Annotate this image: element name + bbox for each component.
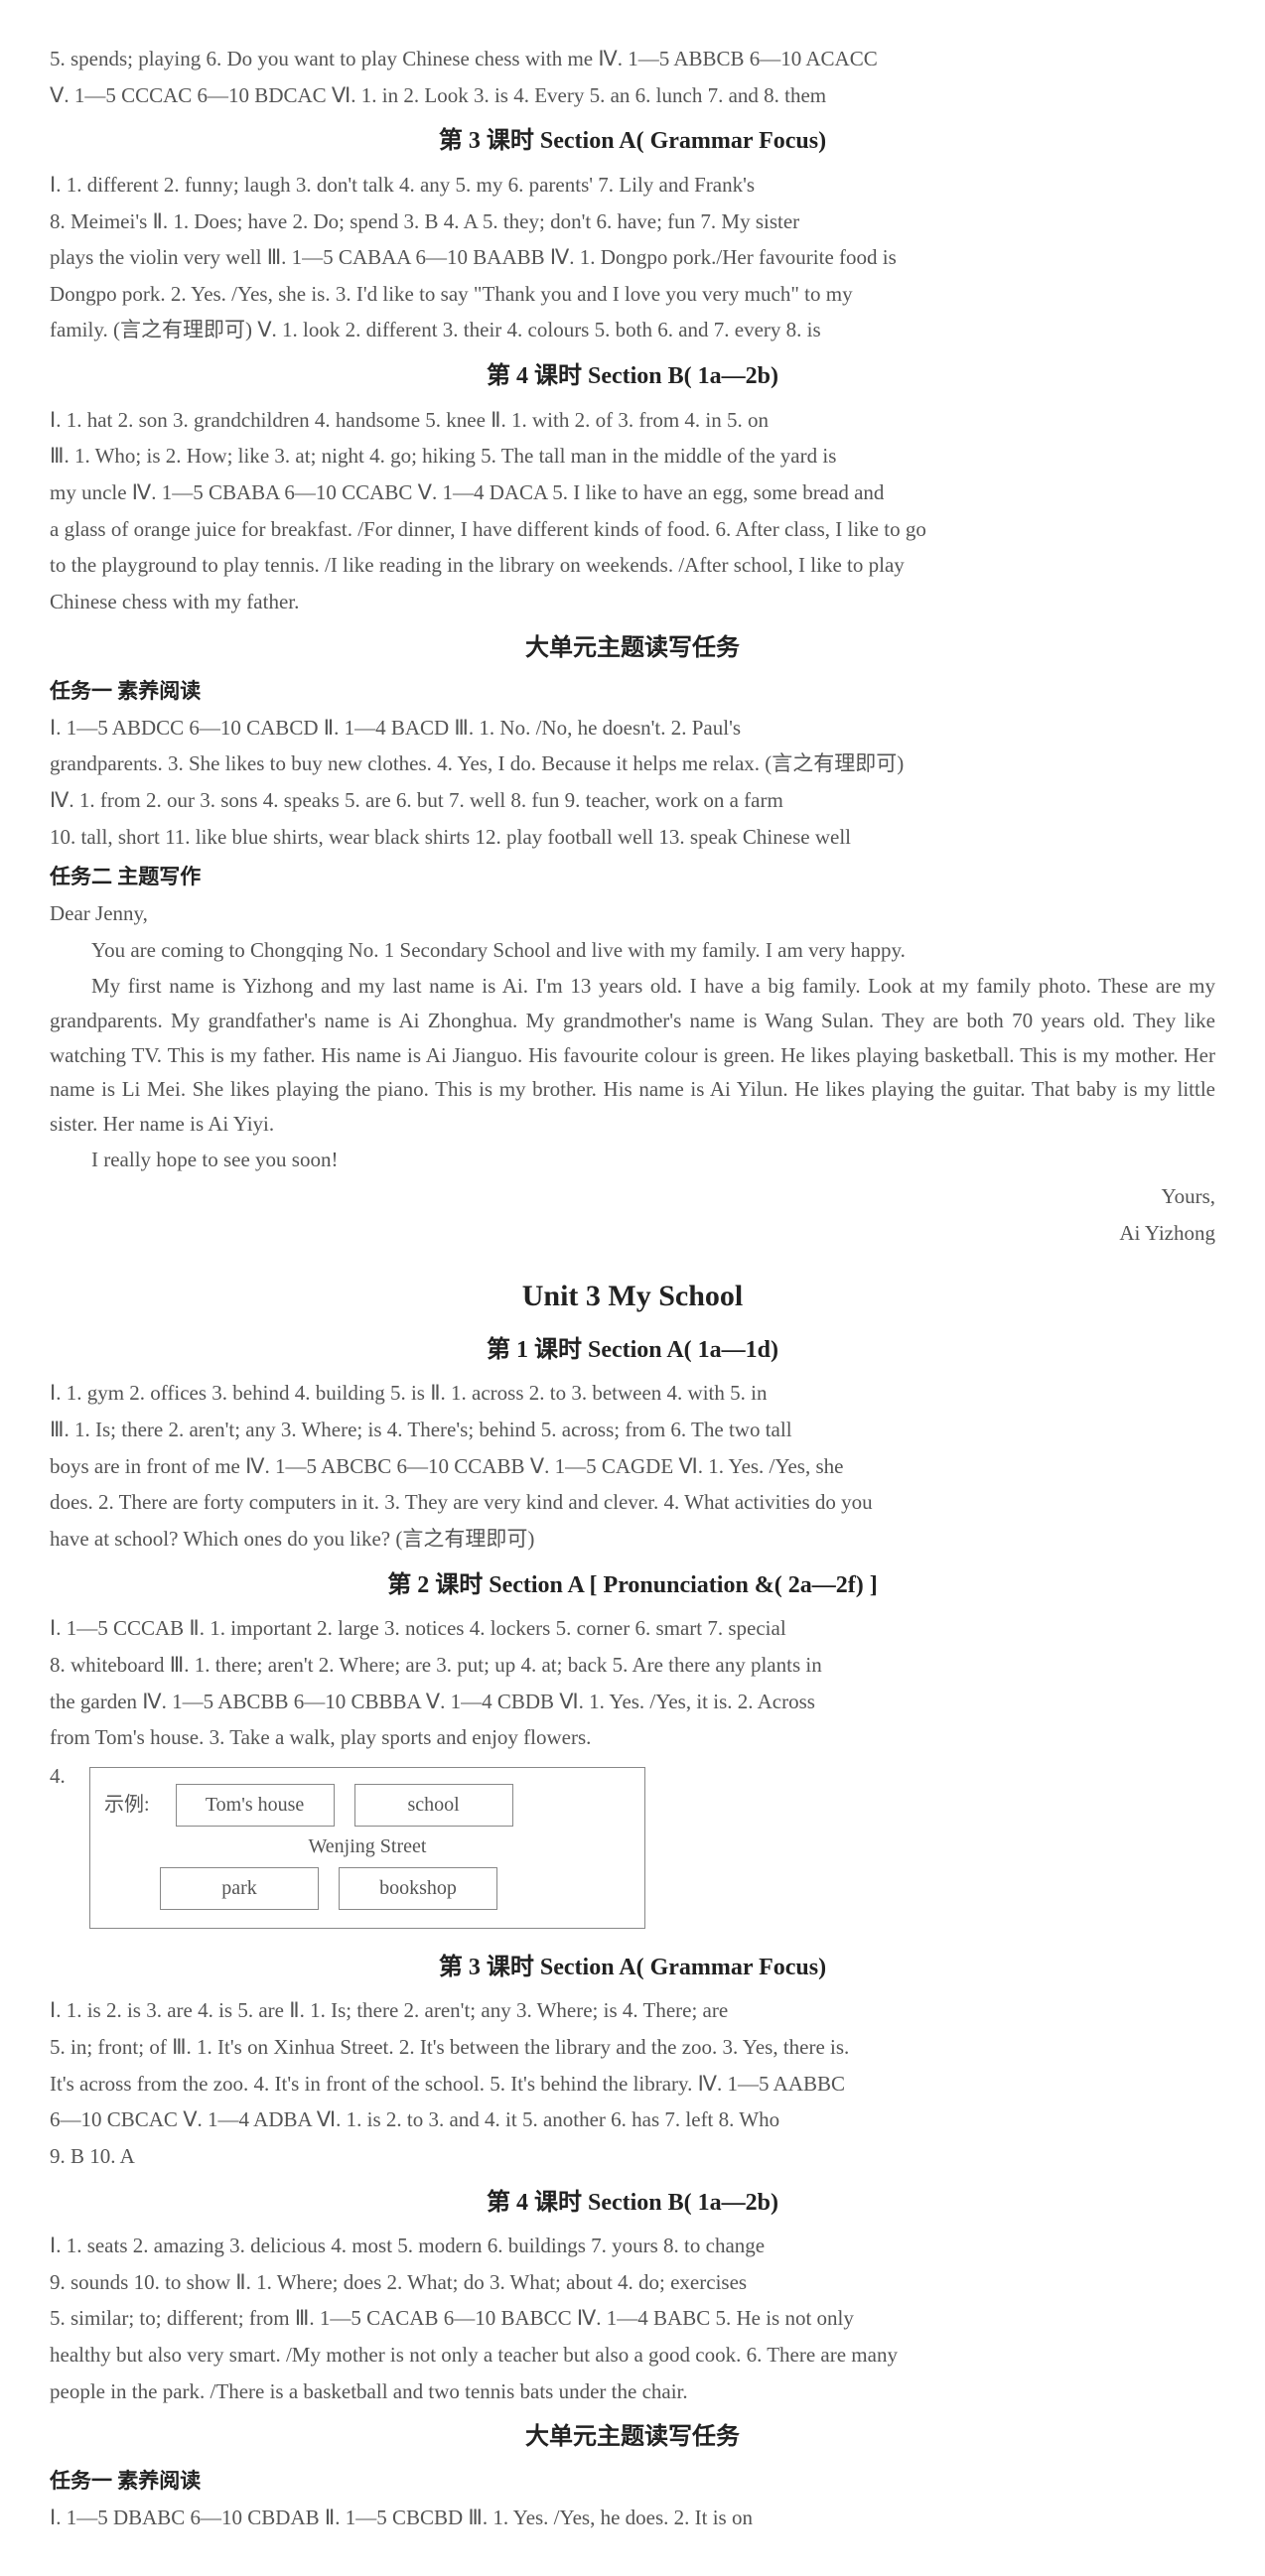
- big-task-heading: 大单元主题读写任务: [50, 2418, 1215, 2458]
- letter-closing: Yours,: [50, 1179, 1215, 1214]
- answers-line: 9. sounds 10. to show Ⅱ. 1. Where; does …: [50, 2265, 1215, 2300]
- answers-line: Ⅳ. 1. from 2. our 3. sons 4. speaks 5. a…: [50, 783, 1215, 818]
- task-label: 任务一 素养阅读: [50, 2464, 1215, 2499]
- letter-paragraph: You are coming to Chongqing No. 1 Second…: [50, 933, 1215, 968]
- example-label: 示例:: [104, 1789, 150, 1822]
- answers-line: the garden Ⅳ. 1—5 ABCBB 6—10 CBBBA Ⅴ. 1—…: [50, 1685, 1215, 1719]
- answers-line: to the playground to play tennis. /I lik…: [50, 548, 1215, 583]
- letter-greeting: Dear Jenny,: [50, 896, 1215, 931]
- answers-line: a glass of orange juice for breakfast. /…: [50, 512, 1215, 547]
- answers-line: Ⅰ. 1. hat 2. son 3. grandchildren 4. han…: [50, 403, 1215, 438]
- question-number: 4.: [50, 1759, 79, 1794]
- answers-line: Ⅰ. 1. seats 2. amazing 3. delicious 4. m…: [50, 2229, 1215, 2263]
- answers-line: people in the park. /There is a basketba…: [50, 2374, 1215, 2409]
- answers-line: Ⅲ. 1. Who; is 2. How; like 3. at; night …: [50, 439, 1215, 474]
- answers-line: healthy but also very smart. /My mother …: [50, 2338, 1215, 2373]
- answers-line: 8. Meimei's Ⅱ. 1. Does; have 2. Do; spen…: [50, 204, 1215, 239]
- answers-line: Ⅰ. 1. is 2. is 3. are 4. is 5. are Ⅱ. 1.…: [50, 1993, 1215, 2028]
- answers-line: Ⅰ. 1. gym 2. offices 3. behind 4. buildi…: [50, 1376, 1215, 1411]
- map-box-school: school: [354, 1784, 513, 1827]
- answers-line: Ⅴ. 1—5 CCCAC 6—10 BDCAC Ⅵ. 1. in 2. Look…: [50, 78, 1215, 113]
- section-heading: 第 1 课时 Section A( 1a—1d): [50, 1331, 1215, 1371]
- section-heading: 第 4 课时 Section B( 1a—2b): [50, 2184, 1215, 2224]
- answers-line: have at school? Which ones do you like? …: [50, 1522, 1215, 1557]
- answers-line: does. 2. There are forty computers in it…: [50, 1485, 1215, 1520]
- letter-paragraph: My first name is Yizhong and my last nam…: [50, 969, 1215, 1141]
- section-heading: 第 4 课时 Section B( 1a—2b): [50, 357, 1215, 397]
- answers-line: 9. B 10. A: [50, 2139, 1215, 2174]
- section-heading: 第 2 课时 Section A [ Pronunciation &( 2a—2…: [50, 1566, 1215, 1606]
- task-label: 任务一 素养阅读: [50, 674, 1215, 709]
- letter-signature: Ai Yizhong: [50, 1216, 1215, 1251]
- map-diagram: 示例: Tom's house school Wenjing Street pa…: [89, 1767, 645, 1929]
- answers-line: 5. spends; playing 6. Do you want to pla…: [50, 42, 1215, 76]
- answers-line: grandparents. 3. She likes to buy new cl…: [50, 746, 1215, 781]
- answers-line: from Tom's house. 3. Take a walk, play s…: [50, 1720, 1215, 1755]
- answers-line: my uncle Ⅳ. 1—5 CBABA 6—10 CCABC Ⅴ. 1—4 …: [50, 475, 1215, 510]
- answers-line: family. (言之有理即可) Ⅴ. 1. look 2. different…: [50, 313, 1215, 347]
- answers-line: 5. similar; to; different; from Ⅲ. 1—5 C…: [50, 2301, 1215, 2336]
- answers-line: 6—10 CBCAC Ⅴ. 1—4 ADBA Ⅵ. 1. is 2. to 3.…: [50, 2102, 1215, 2137]
- answers-line: 8. whiteboard Ⅲ. 1. there; aren't 2. Whe…: [50, 1648, 1215, 1683]
- answers-line: Ⅰ. 1—5 DBABC 6—10 CBDAB Ⅱ. 1—5 CBCBD Ⅲ. …: [50, 2501, 1215, 2535]
- answers-line: 10. tall, short 11. like blue shirts, we…: [50, 820, 1215, 855]
- unit-heading: Unit 3 My School: [50, 1272, 1215, 1321]
- answers-line: Ⅰ. 1—5 ABDCC 6—10 CABCD Ⅱ. 1—4 BACD Ⅲ. 1…: [50, 711, 1215, 746]
- task-label: 任务二 主题写作: [50, 860, 1215, 894]
- answers-line: Ⅰ. 1. different 2. funny; laugh 3. don't…: [50, 168, 1215, 203]
- map-box-bookshop: bookshop: [339, 1867, 497, 1910]
- map-box-park: park: [160, 1867, 319, 1910]
- map-box-toms-house: Tom's house: [176, 1784, 335, 1827]
- answers-line: It's across from the zoo. 4. It's in fro…: [50, 2067, 1215, 2101]
- answers-line: Chinese chess with my father.: [50, 585, 1215, 619]
- section-heading: 第 3 课时 Section A( Grammar Focus): [50, 1949, 1215, 1988]
- answers-line: Dongpo pork. 2. Yes. /Yes, she is. 3. I'…: [50, 277, 1215, 312]
- street-label: Wenjing Street: [104, 1830, 631, 1863]
- letter-paragraph: I really hope to see you soon!: [50, 1143, 1215, 1177]
- section-heading: 第 3 课时 Section A( Grammar Focus): [50, 122, 1215, 162]
- answers-line: Ⅲ. 1. Is; there 2. aren't; any 3. Where;…: [50, 1413, 1215, 1447]
- answers-line: plays the violin very well Ⅲ. 1—5 CABAA …: [50, 240, 1215, 275]
- answers-line: 5. in; front; of Ⅲ. 1. It's on Xinhua St…: [50, 2030, 1215, 2065]
- answers-line: boys are in front of me Ⅳ. 1—5 ABCBC 6—1…: [50, 1449, 1215, 1484]
- answers-line: Ⅰ. 1—5 CCCAB Ⅱ. 1. important 2. large 3.…: [50, 1611, 1215, 1646]
- big-task-heading: 大单元主题读写任务: [50, 629, 1215, 669]
